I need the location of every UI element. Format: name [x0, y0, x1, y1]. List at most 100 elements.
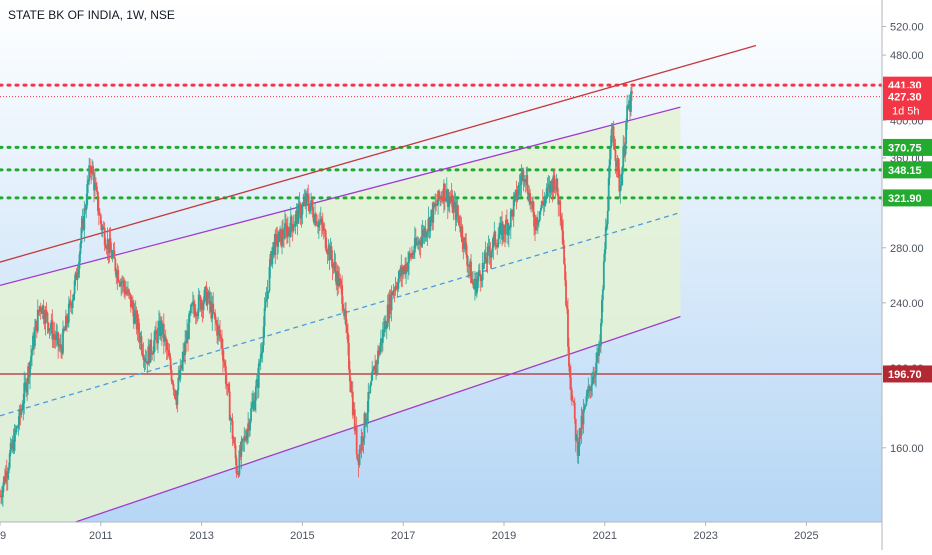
candle-body-187: [180, 365, 183, 369]
candle-body-385: [372, 369, 375, 372]
candle-body-357: [345, 310, 347, 326]
candle-body-303: [292, 226, 295, 232]
candle-body-158: [152, 352, 155, 355]
candle-body-313: [302, 202, 305, 205]
candle-body-84: [80, 227, 83, 244]
candle-body-620: [600, 323, 602, 347]
candle-body-648: [627, 105, 629, 109]
candle-body-194: [187, 331, 189, 339]
candle-body-146: [140, 336, 143, 351]
candle-body-105: [100, 223, 103, 231]
candle-body-178: [171, 381, 174, 384]
candle-body-43: [40, 309, 43, 314]
candle-body-472: [456, 205, 459, 215]
candle-body-297: [286, 227, 289, 238]
candle-body-165: [159, 321, 161, 336]
candle-body-221: [213, 312, 216, 314]
candle-body-454: [439, 197, 441, 199]
candle-body-618: [598, 343, 600, 356]
time-axis-panel: [0, 522, 882, 550]
candle-body-571: [552, 175, 555, 193]
candle-body-593: [573, 402, 576, 419]
candle-body-508: [491, 247, 494, 252]
candle-body-67: [64, 329, 66, 331]
candle-body-563: [544, 196, 547, 200]
candle-body-106: [101, 227, 104, 231]
candle-body-427: [412, 252, 415, 255]
price-label-text-4: 321.90: [888, 193, 922, 205]
candle-body-199: [191, 301, 194, 304]
candle-body-91: [87, 180, 90, 185]
candle-body-336: [324, 230, 327, 249]
candle-body-643: [622, 146, 625, 168]
candle-body-305: [294, 214, 297, 224]
candle-body-285: [275, 233, 278, 235]
candle-body-639: [618, 169, 621, 192]
candle-body-419: [405, 264, 408, 274]
candle-body-88: [84, 208, 87, 211]
candle-body-223: [215, 320, 218, 324]
candle-body-145: [139, 336, 142, 342]
candle-body-365: [352, 409, 355, 415]
candle-body-169: [162, 323, 165, 342]
candle-body-325: [314, 214, 316, 224]
candle-body-334: [322, 228, 325, 231]
x-tick-label-4: 2017: [391, 530, 415, 542]
chart-title: STATE BK OF INDIA, 1W, NSE: [8, 8, 175, 22]
candle-body-141: [135, 310, 138, 330]
candle-body-392: [379, 346, 381, 355]
candle-body-332: [320, 218, 323, 225]
price-label-text-3: 348.15: [888, 165, 922, 177]
candle-body-525: [507, 226, 510, 236]
candle-body-431: [416, 242, 419, 245]
candle-body-170: [163, 336, 166, 342]
candle-body-595: [575, 437, 578, 441]
candle-body-579: [560, 216, 563, 222]
candle-body-555: [537, 221, 539, 225]
candle-body-309: [298, 203, 301, 205]
candle-body-183: [176, 390, 179, 405]
candle-body-483: [467, 265, 470, 267]
candle-body-27: [25, 382, 28, 393]
candle-body-311: [300, 214, 303, 219]
candle-body-345: [333, 262, 336, 266]
candle-body-253: [244, 436, 247, 440]
candle-body-317: [306, 193, 309, 195]
candle-body-443: [428, 218, 431, 232]
candle-body-434: [419, 244, 422, 246]
candle-body-585: [566, 305, 568, 310]
candle-body-258: [249, 421, 251, 431]
candle-body-117: [112, 250, 115, 255]
candle-body-340: [328, 245, 331, 261]
candle-body-89: [85, 205, 88, 211]
candle-body-352: [340, 280, 343, 286]
candle-body-634: [613, 142, 616, 150]
candle-body-124: [119, 282, 122, 286]
candle-body-271: [261, 345, 264, 352]
candle-body-605: [585, 396, 588, 406]
candle-body-596: [576, 437, 579, 456]
candle-body-153: [147, 346, 150, 365]
candle-body-216: [208, 291, 211, 304]
candle-body-181: [174, 390, 177, 399]
candle-body-557: [538, 211, 541, 220]
candle-body-235: [226, 384, 229, 386]
candle-body-524: [506, 223, 509, 236]
x-tick-label-1: 2011: [89, 530, 113, 542]
candle-body-602: [582, 410, 585, 425]
candle-body-130: [125, 291, 127, 295]
candle-body-566: [547, 184, 550, 188]
candle-body-69: [65, 315, 68, 324]
candle-body-387: [374, 365, 376, 374]
candle-body-347: [335, 271, 338, 285]
candle-body-188: [181, 360, 184, 369]
candle-body-256: [247, 423, 250, 432]
candle-body-228: [220, 336, 222, 339]
candle-body-302: [291, 224, 294, 232]
candle-body-15: [13, 429, 16, 451]
candle-body-238: [229, 418, 232, 421]
candle-body-198: [191, 303, 193, 305]
candle-body-205: [197, 294, 200, 313]
